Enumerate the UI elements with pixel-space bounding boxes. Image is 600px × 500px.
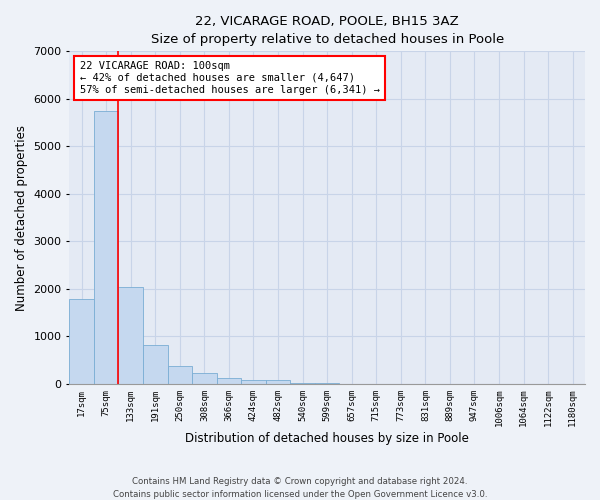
Bar (118, 286, 143, 384)
Text: 22 VICARAGE ROAD: 100sqm
← 42% of detached houses are smaller (4,647)
57% of sem: 22 VICARAGE ROAD: 100sqm ← 42% of detach… (80, 62, 380, 94)
Bar (167, 366, 192, 384)
Bar (241, 380, 266, 384)
Text: Contains HM Land Registry data © Crown copyright and database right 2024.
Contai: Contains HM Land Registry data © Crown c… (113, 478, 487, 499)
Bar (266, 380, 290, 384)
X-axis label: Distribution of detached houses by size in Poole: Distribution of detached houses by size … (185, 432, 469, 445)
Bar (290, 382, 315, 384)
Bar (192, 372, 217, 384)
Title: 22, VICARAGE ROAD, POOLE, BH15 3AZ
Size of property relative to detached houses : 22, VICARAGE ROAD, POOLE, BH15 3AZ Size … (151, 15, 504, 46)
Bar (143, 344, 167, 384)
Bar (94, 110, 118, 384)
Y-axis label: Number of detached properties: Number of detached properties (15, 124, 28, 310)
Bar (217, 378, 241, 384)
Bar (70, 300, 94, 384)
